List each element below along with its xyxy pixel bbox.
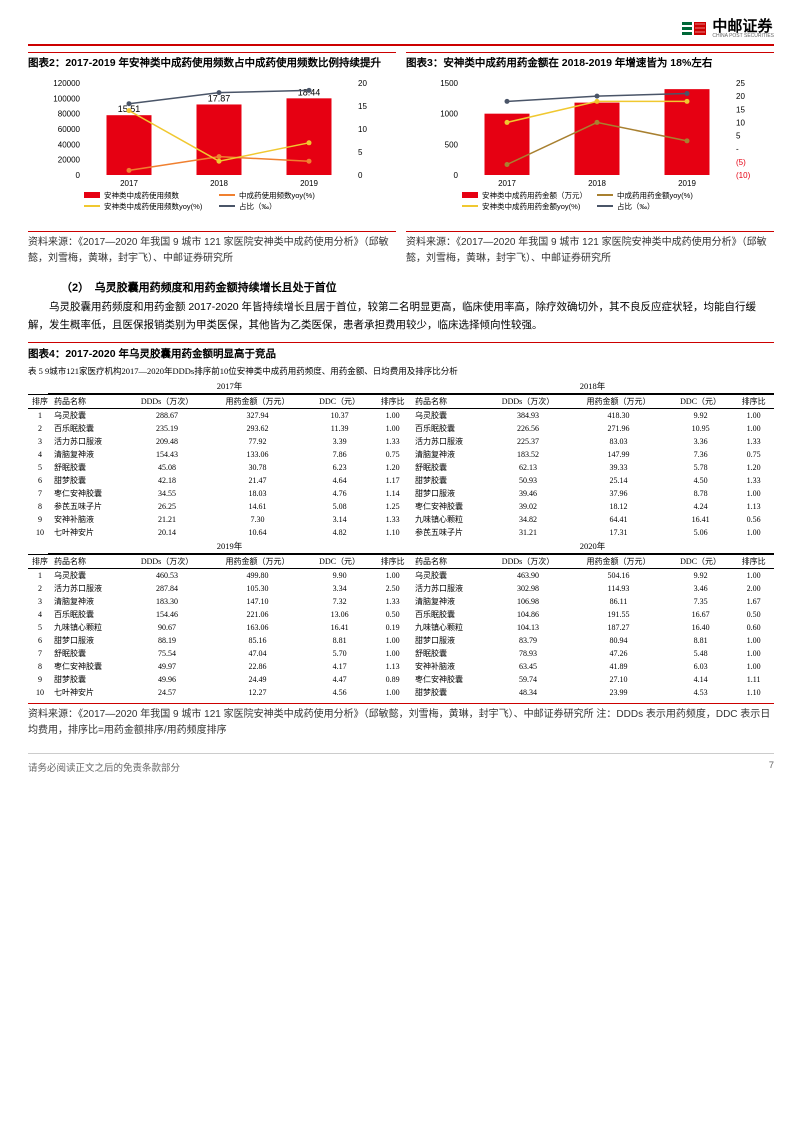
table-row: 1乌灵胶囊288.67327.9410.371.00乌灵胶囊384.93418.… [28,409,774,423]
svg-text:40000: 40000 [58,140,81,149]
svg-text:10: 10 [358,125,367,134]
svg-text:1000: 1000 [440,109,458,118]
svg-text:10: 10 [736,118,745,127]
table-caption: 表 5 9城市121家医疗机构2017—2020年DDDs排序前10位安神类中成… [28,365,774,377]
svg-text:安神类中成药用药金额（万元）: 安神类中成药用药金额（万元） [482,190,587,200]
svg-text:2017: 2017 [498,179,516,188]
table-row: 4百乐眠胶囊154.46221.0613.060.50百乐眠胶囊104.8619… [28,608,774,621]
table-row: 10七叶神安片24.5712.274.561.00甜梦胶囊48.3423.994… [28,686,774,699]
svg-text:0: 0 [76,171,81,180]
svg-text:0: 0 [454,171,459,180]
section-head: （2） 乌灵胶囊用药频度和用药金额持续增长且处于首位 [28,279,774,295]
svg-text:20: 20 [358,79,367,88]
svg-text:15: 15 [358,102,367,111]
svg-text:120000: 120000 [53,79,80,88]
svg-text:占比（‰）: 占比（‰） [239,201,277,211]
svg-text:中成药使用频数yoy(%): 中成药使用频数yoy(%) [239,190,315,200]
chart3-title: 图表3：安神类中成药用药金额在 2018-2019 年增速皆为 18%左右 [406,52,774,71]
chart2-source: 资料来源：《2017—2020 年我国 9 城市 121 家医院安神类中成药使用… [28,231,396,267]
table-row: 9甜梦胶囊49.9624.494.470.89枣仁安神胶囊59.7427.104… [28,673,774,686]
table-row: 2百乐眠胶囊235.19293.6211.391.00百乐眠胶囊226.5627… [28,422,774,435]
table-source: 资料来源：《2017—2020 年我国 9 城市 121 家医院安神类中成药使用… [28,703,774,739]
logo-cn: 中邮证券 [712,19,774,34]
table-row: 6甜梦胶囊42.1821.474.641.17甜梦胶囊50.9325.144.5… [28,474,774,487]
svg-text:安神类中成药用药金额yoy(%): 安神类中成药用药金额yoy(%) [482,201,581,211]
table-title: 图表4：2017-2020 年乌灵胶囊用药金额明显高于竞品 [28,342,774,361]
table-wrap: 表 5 9城市121家医疗机构2017—2020年DDDs排序前10位安神类中成… [28,365,774,699]
chart3-source: 资料来源：《2017—2020 年我国 9 城市 121 家医院安神类中成药使用… [406,231,774,267]
svg-text:100000: 100000 [53,94,80,103]
table-row: 7舒眠胶囊75.5447.045.701.00舒眠胶囊78.9347.265.4… [28,647,774,660]
table-row: 5九味镇心颗粒90.67163.0616.410.19九味镇心颗粒104.131… [28,621,774,634]
page-number: 7 [769,760,774,774]
svg-text:2019: 2019 [300,179,318,188]
svg-text:安神类中成药使用频数yoy(%): 安神类中成药使用频数yoy(%) [104,201,203,211]
logo: 中邮证券 CHINA POST SECURITIES [680,18,774,40]
table-row: 8参芪五味子片26.2514.615.081.25枣仁安神胶囊39.0218.1… [28,500,774,513]
table-row: 3清脑复神液183.30147.107.321.33清脑复神液106.9886.… [28,595,774,608]
svg-text:20: 20 [736,92,745,101]
table-row: 4清脑复神液154.43133.067.860.75清脑复神液183.52147… [28,448,774,461]
logo-icon [680,18,708,40]
data-table: 排序药品名称DDDs（万次）用药金额（万元）DDC（元）排序比药品名称DDDs（… [28,395,774,539]
logo-en: CHINA POST SECURITIES [712,34,774,39]
svg-text:5: 5 [736,131,741,140]
table-row: 8枣仁安神胶囊49.9722.864.171.13安神补脑液63.4541.89… [28,660,774,673]
svg-text:2019: 2019 [678,179,696,188]
svg-text:2017: 2017 [120,179,138,188]
page-footer: 请务必阅读正文之后的免责条款部分 7 [28,753,774,774]
chart2: 0 20000 40000 60000 80000 100000 120000 0 5 10 15 2… [28,75,396,225]
table-row: 6甜梦口服液88.1985.168.811.00甜梦口服液83.7980.948… [28,634,774,647]
svg-text:15: 15 [736,105,745,114]
footer-disclaimer: 请务必阅读正文之后的免责条款部分 [28,760,180,774]
svg-text:(5): (5) [736,158,746,167]
body-text: 乌灵胶囊用药频度和用药金额 2017-2020 年皆持续增长且居于首位，较第二名… [28,299,774,335]
svg-text:0: 0 [358,171,363,180]
svg-text:2018: 2018 [588,179,606,188]
svg-text:1500: 1500 [440,79,458,88]
svg-text:20000: 20000 [58,155,81,164]
table-row: 9安神补脑液21.217.303.141.33九味镇心颗粒34.8264.411… [28,513,774,526]
page-header: 中邮证券 CHINA POST SECURITIES [28,18,774,46]
chart2-title: 图表2：2017-2019 年安神类中成药使用频数占中成药使用频数比例持续提升 [28,52,396,71]
svg-text:80000: 80000 [58,109,81,118]
data-table: 排序药品名称DDDs（万次）用药金额（万元）DDC（元）排序比药品名称DDDs（… [28,555,774,699]
svg-text:占比（‰）: 占比（‰） [617,201,655,211]
chart3: 0 500 1000 1500 25 20 15 10 5 - (5) (10) 2017 2018 201… [406,75,774,225]
svg-text:60000: 60000 [58,125,81,134]
svg-text:500: 500 [445,140,459,149]
svg-text:2018: 2018 [210,179,228,188]
table-row: 7枣仁安神胶囊34.5518.034.761.14甜梦口服液39.4637.96… [28,487,774,500]
svg-text:中成药用药金额yoy(%): 中成药用药金额yoy(%) [617,190,693,200]
table-row: 1乌灵胶囊460.53499.809.901.00乌灵胶囊463.90504.1… [28,569,774,583]
svg-text:安神类中成药使用频数: 安神类中成药使用频数 [104,190,179,200]
table-row: 5舒眠胶囊45.0830.786.231.20舒眠胶囊62.1339.335.7… [28,461,774,474]
svg-text:5: 5 [358,148,363,157]
svg-text:(10): (10) [736,171,751,180]
table-row: 3活力苏口服液209.4877.923.391.33活力苏口服液225.3783… [28,435,774,448]
svg-text:-: - [736,144,739,153]
table-row: 10七叶神安片20.1410.644.821.10参芪五味子片31.2117.3… [28,526,774,539]
section-num: （2） [61,282,84,294]
table-row: 2活力苏口服液287.84105.303.342.50活力苏口服液302.981… [28,582,774,595]
svg-text:25: 25 [736,79,745,88]
section-title: 乌灵胶囊用药频度和用药金额持续增长且处于首位 [95,282,337,294]
